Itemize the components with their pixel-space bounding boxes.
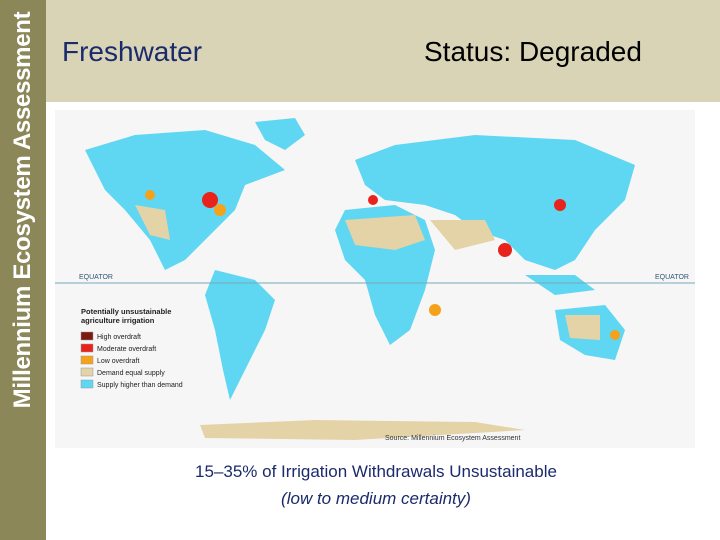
legend-label: High overdraft	[97, 334, 141, 341]
equator-label: EQUATOR	[655, 274, 689, 281]
header: Freshwater Status: Degraded	[46, 0, 720, 102]
map: EQUATOR EQUATOR Potentially unsustainabl…	[55, 110, 695, 448]
legend-swatch	[80, 355, 94, 365]
dry-areas	[135, 205, 600, 440]
legend-swatch	[80, 379, 94, 389]
sidebar: Millennium Ecosystem Assessment	[0, 0, 46, 540]
low-overdraft-areas	[145, 190, 620, 340]
legend-swatch	[80, 367, 94, 377]
equator-label: EQUATOR	[79, 274, 113, 281]
legend-label: Low overdraft	[97, 358, 139, 365]
caption: (low to medium certainty)	[281, 489, 471, 508]
legend-label: Supply higher than demand	[97, 382, 183, 389]
legend-label: Demand equal supply	[97, 370, 165, 377]
overdraft-areas	[202, 192, 566, 257]
legend-title: Potentially unsustainable	[81, 307, 171, 316]
legend-label: Moderate overdraft	[97, 346, 156, 353]
brand: Millennium Ecosystem Assessment	[9, 11, 36, 409]
caption: 15–35% of Irrigation Withdrawals Unsusta…	[195, 462, 557, 481]
legend: Potentially unsustainable agriculture ir…	[80, 307, 183, 389]
legend-swatch	[80, 343, 94, 353]
title: Freshwater	[62, 36, 203, 67]
legend-title: agriculture irrigation	[81, 316, 155, 325]
status: Status: Degraded	[424, 36, 642, 67]
source: Source: Millennium Ecosystem Assessment	[385, 435, 520, 442]
legend-swatch	[80, 331, 94, 341]
